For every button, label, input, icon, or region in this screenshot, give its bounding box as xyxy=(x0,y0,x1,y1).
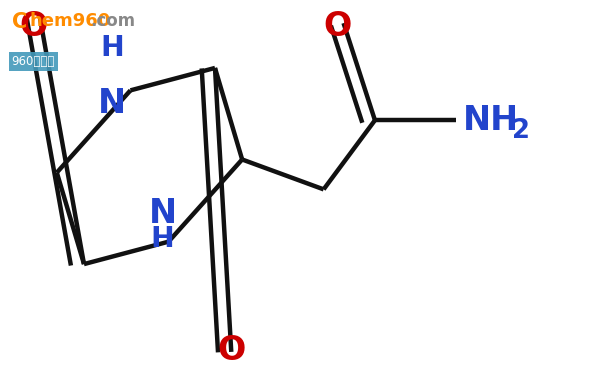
Text: O: O xyxy=(20,10,48,43)
Text: N: N xyxy=(98,87,126,120)
Text: O: O xyxy=(217,334,246,367)
Text: .com: .com xyxy=(90,12,135,30)
Text: hem960: hem960 xyxy=(30,12,111,30)
Text: 2: 2 xyxy=(512,118,530,144)
Text: H: H xyxy=(100,34,124,62)
Text: NH: NH xyxy=(462,104,518,137)
Text: O: O xyxy=(324,10,352,43)
Text: N: N xyxy=(148,198,177,231)
Text: 960化工网: 960化工网 xyxy=(11,55,55,68)
Text: H: H xyxy=(151,225,174,253)
Text: C: C xyxy=(11,12,27,32)
